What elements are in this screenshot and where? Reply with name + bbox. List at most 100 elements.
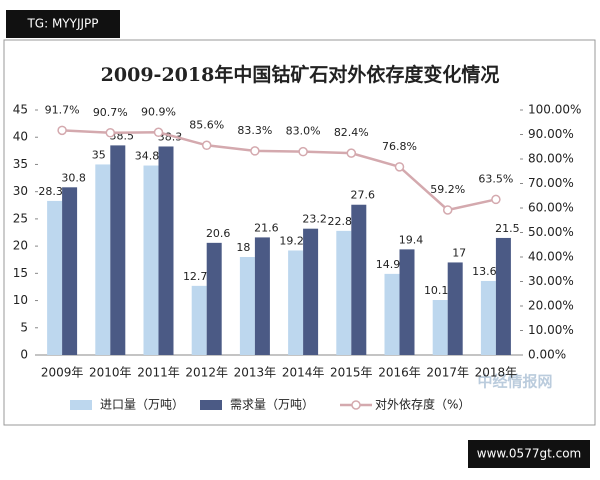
legend-swatch	[200, 400, 222, 410]
y-tick-label: 15	[13, 266, 28, 280]
bar	[62, 187, 78, 355]
bar	[447, 262, 463, 355]
x-tick-label: 2013年	[234, 366, 277, 380]
y-tick-label: 10	[13, 293, 28, 307]
data-label: 85.6%	[189, 118, 224, 131]
x-tick-label: 2011年	[137, 366, 180, 380]
x-tick-label: 2015年	[330, 366, 373, 380]
line-marker	[201, 140, 212, 151]
data-label: 27.6	[351, 189, 376, 202]
line-marker	[153, 127, 164, 138]
bar	[95, 164, 111, 355]
line-marker	[250, 146, 260, 156]
y-tick-label: 35	[13, 157, 28, 171]
legend-label: 进口量（万吨）	[100, 398, 184, 412]
y2-tick-label: 0.00%	[528, 348, 566, 362]
data-label: 35	[92, 148, 106, 161]
data-label: 90.7%	[93, 106, 128, 119]
x-tick-label: 2018年	[475, 366, 518, 380]
data-label: 83.0%	[286, 125, 321, 138]
watermark-box	[6, 10, 120, 38]
legend-label: 对外依存度（%）	[375, 397, 470, 412]
bar	[480, 280, 496, 355]
y2-tick-label: 70.00%	[528, 176, 574, 190]
legend-label: 需求量（万吨）	[230, 398, 314, 412]
data-label: 34.8	[135, 150, 160, 163]
chart-title: 2009-2018年中国钴矿石对外依存度变化情况	[101, 63, 500, 86]
bar	[303, 228, 319, 355]
data-label: 19.2	[279, 234, 304, 247]
watermark: www.0577gt.com	[477, 447, 581, 461]
y2-tick-label: 20.00%	[528, 299, 574, 313]
data-label: 59.2%	[430, 183, 465, 196]
data-label: 21.5	[495, 222, 520, 235]
data-label: 21.6	[254, 221, 279, 234]
data-label: 12.7	[183, 270, 208, 283]
bar	[191, 285, 207, 355]
bar	[239, 257, 255, 355]
watermark-box	[468, 440, 590, 468]
data-label: 18	[236, 241, 250, 254]
bar	[288, 250, 304, 355]
data-label: 90.9%	[141, 105, 176, 118]
line-marker	[394, 162, 405, 172]
x-tick-label: 2010年	[89, 366, 132, 380]
y2-tick-label: 60.00%	[528, 201, 574, 215]
bar	[110, 145, 126, 355]
data-label: 63.5%	[478, 172, 513, 185]
bar	[254, 237, 270, 355]
y-tick-label: 40	[13, 130, 28, 144]
watermark: 中经情报网	[477, 373, 552, 391]
y2-tick-label: 40.00%	[528, 250, 574, 264]
data-label: 14.9	[376, 258, 401, 271]
data-label: 17	[452, 246, 466, 259]
data-label: 22.8	[328, 215, 353, 228]
data-label: 76.8%	[382, 140, 417, 153]
bar	[432, 300, 448, 355]
bar	[384, 273, 400, 355]
bar	[143, 165, 159, 355]
y-tick-label: 25	[13, 211, 28, 225]
x-tick-label: 2016年	[378, 366, 421, 380]
bar	[336, 230, 352, 355]
data-label: 13.6	[472, 265, 497, 278]
data-label: 82.4%	[334, 126, 369, 139]
data-label: 20.6	[206, 227, 231, 240]
y-tick-label: 20	[13, 239, 28, 253]
bar	[206, 242, 222, 355]
data-label: 23.2	[302, 213, 327, 226]
x-tick-label: 2014年	[282, 366, 325, 380]
watermark: TG: MYYJJPP	[26, 17, 98, 31]
line-marker	[57, 125, 67, 136]
legend-swatch	[70, 400, 92, 410]
data-label: 28.3	[38, 185, 63, 198]
x-tick-label: 2017年	[426, 366, 469, 380]
y2-tick-label: 50.00%	[528, 225, 574, 239]
line-marker	[442, 205, 453, 215]
legend-swatch	[351, 400, 361, 410]
line-marker	[105, 128, 116, 138]
y2-tick-label: 90.00%	[528, 127, 574, 141]
data-label: 83.3%	[237, 124, 272, 137]
y2-tick-label: 30.00%	[528, 274, 574, 288]
y-tick-label: 5	[20, 320, 28, 334]
bar	[47, 200, 63, 355]
bar	[495, 237, 511, 355]
line-marker	[491, 194, 501, 205]
y2-tick-label: 100.00%	[528, 103, 581, 117]
data-label: 10.1	[424, 284, 449, 297]
y2-tick-label: 10.00%	[528, 323, 574, 337]
bar	[351, 204, 367, 355]
line-marker	[346, 148, 357, 158]
line-marker	[298, 146, 308, 157]
data-label: 30.8	[61, 171, 86, 184]
y-tick-label: 45	[13, 103, 28, 117]
data-label: 91.7%	[45, 103, 80, 116]
y-tick-label: 0	[20, 348, 28, 362]
data-label: 19.4	[399, 233, 424, 246]
bar	[158, 146, 174, 355]
line	[62, 129, 497, 212]
y-tick-label: 30	[13, 184, 28, 198]
